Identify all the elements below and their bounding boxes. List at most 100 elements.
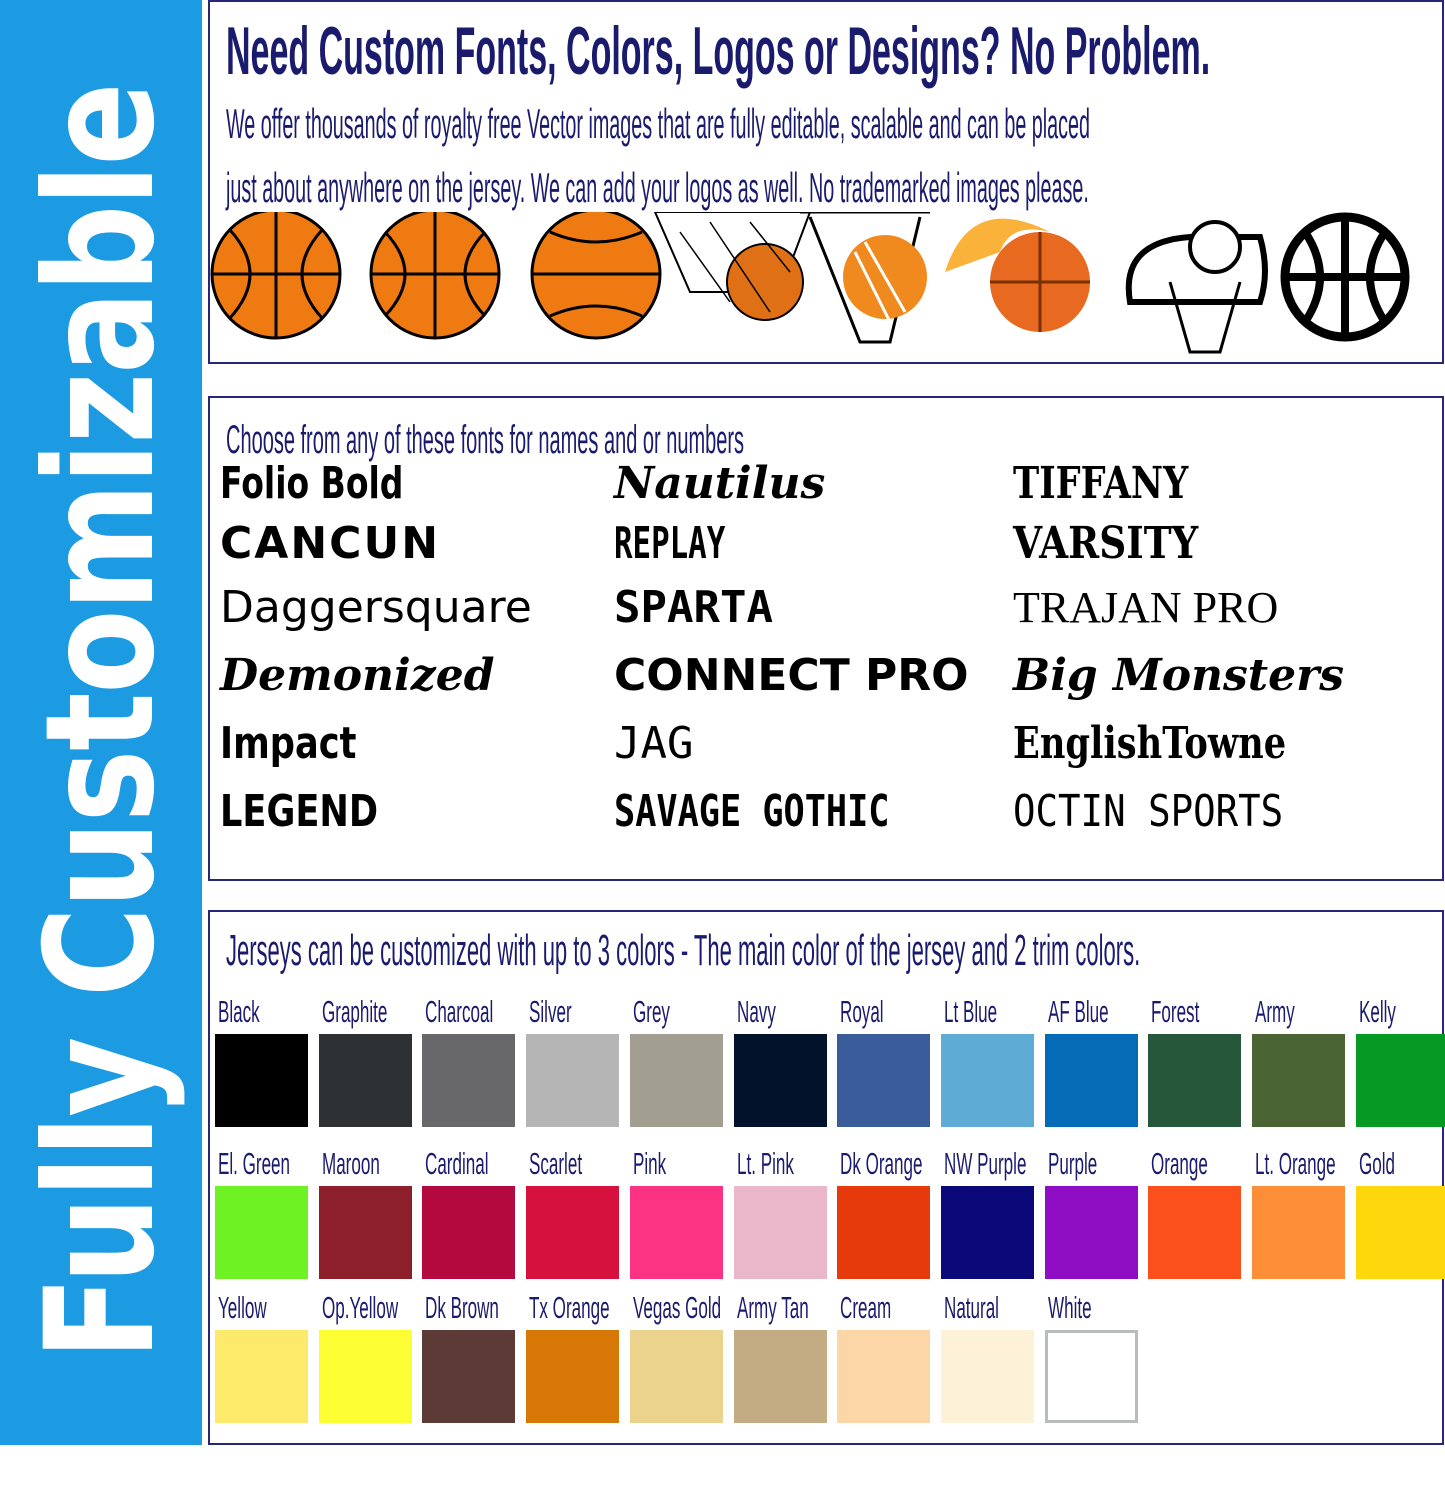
color-swatch	[837, 1034, 931, 1127]
font-sample: Nautilus	[614, 458, 826, 509]
color-swatch	[526, 1034, 620, 1127]
intro-line-1: We offer thousands of royalty free Vecto…	[226, 100, 1090, 147]
color-label: Natural	[943, 1290, 999, 1325]
intro-line-2: just about anywhere on the jersey. We ca…	[226, 164, 1089, 211]
color-swatch	[422, 1330, 516, 1423]
color-swatch	[1252, 1186, 1345, 1279]
font-sample: TIFFANY	[1013, 458, 1189, 509]
color-swatch	[837, 1186, 931, 1279]
color-label: Silver	[529, 994, 572, 1029]
basketball-icon	[530, 212, 662, 340]
font-sample: Folio Bold	[220, 458, 404, 509]
color-label: Navy	[736, 994, 776, 1029]
side-banner: Fully Customizable	[0, 0, 202, 1445]
font-sample: OCTIN SPORTS	[1013, 786, 1284, 837]
basketball-icon	[369, 212, 501, 340]
color-label: Graphite	[321, 994, 388, 1029]
font-sample: SPARTA	[614, 582, 773, 633]
color-label: Army Tan	[736, 1290, 809, 1325]
color-label: Cream	[840, 1290, 892, 1325]
color-label: Tx Orange	[529, 1290, 610, 1325]
color-swatch	[526, 1330, 620, 1423]
clipart-row	[210, 212, 1410, 354]
color-swatch	[1355, 1186, 1445, 1279]
color-label: Orange	[1151, 1146, 1209, 1181]
color-label: Yellow	[218, 1290, 267, 1325]
font-sample: Impact	[220, 718, 357, 769]
font-sample: TRAJAN PRO	[1013, 583, 1279, 632]
color-swatch	[422, 1034, 516, 1127]
font-sample: REPLAY	[614, 518, 726, 569]
color-label: Royal	[840, 994, 884, 1029]
color-label: Op.Yellow	[321, 1290, 398, 1325]
color-swatch	[733, 1330, 827, 1423]
color-label: Cardinal	[425, 1146, 489, 1181]
color-label: AF Blue	[1047, 994, 1109, 1029]
color-label: Dk Brown	[425, 1290, 500, 1325]
colors-heading: Jerseys can be customized with up to 3 c…	[226, 926, 1141, 975]
font-sample: JAG	[614, 718, 694, 769]
color-label: Purple	[1047, 1146, 1097, 1181]
basketball-outline-icon	[1280, 212, 1410, 342]
color-label: Charcoal	[425, 994, 494, 1029]
color-swatch	[1044, 1330, 1138, 1423]
color-label: Maroon	[321, 1146, 380, 1181]
color-swatch	[1044, 1034, 1138, 1127]
font-sample: EnglishTowne	[1013, 718, 1287, 769]
color-label: White	[1047, 1290, 1092, 1325]
font-sample: Daggersquare	[220, 582, 532, 633]
custom-designs-panel: Need Custom Fonts, Colors, Logos or Desi…	[208, 0, 1444, 364]
color-swatch	[629, 1330, 723, 1423]
flaming-basketball-icon	[945, 218, 1090, 332]
color-swatch	[422, 1186, 516, 1279]
banner-text: Fully Customizable	[14, 83, 188, 1361]
color-swatch	[526, 1186, 620, 1279]
basketball-net-icon	[653, 212, 812, 321]
colors-panel: Jerseys can be customized with up to 3 c…	[208, 910, 1445, 1445]
color-swatch	[318, 1186, 412, 1279]
color-swatch	[1252, 1034, 1345, 1127]
color-swatch	[733, 1186, 827, 1279]
color-swatch	[215, 1330, 308, 1423]
font-sample: CONNECT PRO	[614, 650, 969, 701]
color-swatch	[837, 1330, 931, 1423]
color-label: Dk Orange	[840, 1146, 923, 1181]
font-sample: Demonized	[220, 650, 495, 701]
font-sample: Big Monsters	[1013, 650, 1345, 701]
basketball-icon	[210, 212, 342, 340]
color-swatch	[629, 1034, 723, 1127]
color-swatch	[215, 1034, 308, 1127]
color-label: Pink	[632, 1146, 666, 1181]
font-sample: VARSITY	[1013, 518, 1199, 569]
font-sample: SAVAGE GOTHIC	[614, 786, 890, 837]
panel-title: Need Custom Fonts, Colors, Logos or Desi…	[226, 13, 1211, 89]
font-sample: LEGEND	[220, 786, 379, 837]
color-swatch	[1148, 1186, 1242, 1279]
color-label: Grey	[632, 994, 670, 1029]
color-swatch	[215, 1186, 308, 1279]
color-label: El. Green	[218, 1146, 291, 1181]
color-label: Lt Blue	[943, 994, 997, 1029]
color-swatch	[733, 1034, 827, 1127]
color-label: Lt. Orange	[1255, 1146, 1336, 1181]
color-swatch	[940, 1034, 1034, 1127]
color-label: NW Purple	[943, 1146, 1027, 1181]
hoop-outline-icon	[1125, 220, 1268, 354]
color-label: Black	[218, 994, 260, 1029]
color-swatch	[1044, 1186, 1138, 1279]
color-swatch	[940, 1186, 1034, 1279]
color-label: Scarlet	[529, 1146, 583, 1181]
color-swatch	[629, 1186, 723, 1279]
color-swatch	[1148, 1034, 1242, 1127]
fonts-heading: Choose from any of these fonts for names…	[226, 418, 745, 462]
color-swatch	[318, 1330, 412, 1423]
color-label: Lt. Pink	[736, 1146, 794, 1181]
color-label: Army	[1255, 994, 1295, 1029]
basketball-hoop-icon	[800, 212, 930, 344]
color-swatch	[940, 1330, 1034, 1423]
color-label: Forest	[1151, 994, 1200, 1029]
color-label: Kelly	[1358, 994, 1396, 1029]
font-sample: CANCUN	[220, 518, 441, 569]
color-swatch	[1355, 1034, 1445, 1127]
color-swatch	[318, 1034, 412, 1127]
